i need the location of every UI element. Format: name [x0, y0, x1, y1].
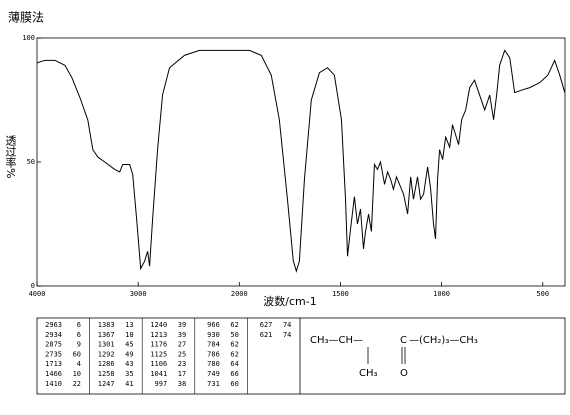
- peak-wavenumber: 966: [207, 321, 220, 329]
- peak-transmittance: 74: [283, 321, 291, 329]
- peak-wavenumber: 780: [207, 360, 220, 368]
- peak-transmittance: 18: [125, 331, 133, 339]
- peak-wavenumber: 930: [207, 331, 220, 339]
- structure-left: CH₃—CH—: [310, 335, 363, 346]
- peak-wavenumber: 1176: [150, 341, 167, 349]
- peak-transmittance: 74: [283, 331, 291, 339]
- peak-wavenumber: 731: [207, 380, 220, 388]
- peak-wavenumber: 1301: [98, 341, 115, 349]
- structure-oxygen: O: [400, 368, 408, 379]
- peak-transmittance: 6: [77, 321, 81, 329]
- peak-transmittance: 62: [230, 341, 238, 349]
- y-tick-label: 0: [31, 282, 35, 290]
- x-tick-label: 2000: [231, 290, 248, 298]
- peak-wavenumber: 1213: [150, 331, 167, 339]
- y-tick-label: 50: [27, 158, 35, 166]
- peak-wavenumber: 749: [207, 370, 220, 378]
- peak-wavenumber: 1410: [45, 380, 62, 388]
- peak-wavenumber: 1466: [45, 370, 62, 378]
- peak-transmittance: 41: [125, 380, 133, 388]
- spectrum-line: [36, 49, 566, 273]
- x-tick-label: 3000: [130, 290, 147, 298]
- peak-transmittance: 39: [178, 331, 186, 339]
- peak-transmittance: 66: [230, 370, 238, 378]
- structure-branch: CH₃: [359, 368, 378, 379]
- chart-title: 薄膜法: [8, 10, 44, 25]
- peak-transmittance: 62: [230, 321, 238, 329]
- peak-wavenumber: 1713: [45, 360, 62, 368]
- x-tick-label: 500: [536, 290, 549, 298]
- y-axis-label: 透过率%: [4, 135, 17, 179]
- peak-transmittance: 39: [178, 321, 186, 329]
- peak-transmittance: 27: [178, 341, 186, 349]
- peak-transmittance: 23: [178, 360, 186, 368]
- peak-transmittance: 60: [73, 350, 81, 358]
- peak-wavenumber: 2875: [45, 341, 62, 349]
- peak-transmittance: 45: [125, 341, 133, 349]
- x-tick-label: 4000: [29, 290, 46, 298]
- peak-transmittance: 9: [77, 341, 81, 349]
- peak-transmittance: 17: [178, 370, 186, 378]
- peak-wavenumber: 2735: [45, 350, 62, 358]
- x-tick-label: 1000: [433, 290, 450, 298]
- peak-wavenumber: 2963: [45, 321, 62, 329]
- peak-transmittance: 6: [77, 331, 81, 339]
- peak-transmittance: 43: [125, 360, 133, 368]
- peak-wavenumber: 1383: [98, 321, 115, 329]
- peak-wavenumber: 1258: [98, 370, 115, 378]
- x-axis-label: 波数/cm-1: [263, 295, 316, 308]
- peak-wavenumber: 627: [260, 321, 273, 329]
- peak-wavenumber: 1286: [98, 360, 115, 368]
- peak-wavenumber: 1247: [98, 380, 115, 388]
- peak-wavenumber: 1125: [150, 350, 167, 358]
- peak-transmittance: 60: [230, 380, 238, 388]
- peak-wavenumber: 621: [260, 331, 273, 339]
- peak-wavenumber: 1292: [98, 350, 115, 358]
- peak-wavenumber: 1041: [150, 370, 167, 378]
- y-tick-label: 100: [22, 34, 35, 42]
- peak-transmittance: 4: [77, 360, 81, 368]
- peak-transmittance: 38: [178, 380, 186, 388]
- x-tick-label: 1500: [332, 290, 349, 298]
- peak-wavenumber: 1367: [98, 331, 115, 339]
- peak-wavenumber: 1240: [150, 321, 167, 329]
- peak-transmittance: 62: [230, 350, 238, 358]
- peak-transmittance: 64: [230, 360, 238, 368]
- peak-transmittance: 35: [125, 370, 133, 378]
- peak-transmittance: 22: [73, 380, 81, 388]
- peak-transmittance: 10: [73, 370, 81, 378]
- peak-wavenumber: 997: [155, 380, 168, 388]
- peak-transmittance: 25: [178, 350, 186, 358]
- table-frame: [36, 317, 566, 395]
- peak-transmittance: 49: [125, 350, 133, 358]
- peak-wavenumber: 2934: [45, 331, 62, 339]
- structure-carbonyl: C: [400, 335, 407, 346]
- peak-wavenumber: 786: [207, 350, 220, 358]
- plot-frame: [36, 37, 566, 287]
- peak-transmittance: 50: [230, 331, 238, 339]
- structure-right: —(CH₂)₃—CH₃: [409, 335, 478, 346]
- peak-wavenumber: 784: [207, 341, 220, 349]
- peak-wavenumber: 1106: [150, 360, 167, 368]
- peak-transmittance: 13: [125, 321, 133, 329]
